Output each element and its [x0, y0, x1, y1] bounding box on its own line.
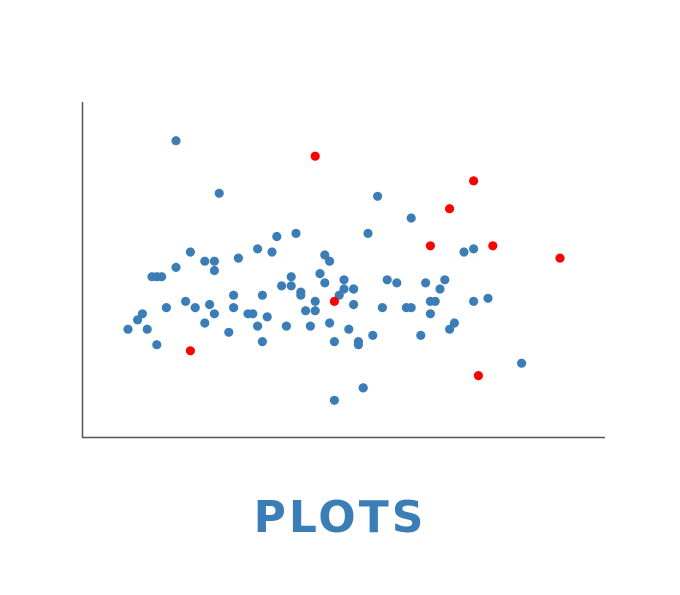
outlier-point-1	[310, 151, 320, 161]
data-point-17	[209, 256, 219, 266]
data-point-37	[286, 272, 296, 282]
data-point-8	[161, 303, 171, 313]
outlier-point-4	[445, 204, 455, 214]
data-point-21	[224, 327, 234, 337]
data-point-79	[445, 324, 455, 334]
data-point-47	[320, 250, 330, 260]
data-point-81	[459, 247, 469, 257]
data-point-57	[349, 299, 359, 310]
data-point-68	[392, 278, 402, 288]
outlier-point-2	[329, 296, 339, 306]
data-point-40	[296, 290, 306, 300]
data-point-70	[406, 213, 416, 223]
data-point-51	[329, 395, 339, 405]
data-point-14	[200, 256, 210, 266]
data-point-73	[421, 278, 431, 288]
plots-caption: PLOTS	[253, 492, 427, 543]
data-point-16	[205, 299, 215, 310]
data-point-71	[406, 303, 416, 313]
data-point-26	[248, 309, 258, 319]
data-point-80	[449, 318, 459, 328]
data-point-20	[214, 188, 224, 198]
data-point-3	[142, 324, 152, 334]
data-point-43	[310, 306, 320, 316]
data-point-13	[190, 303, 200, 313]
data-point-10	[171, 136, 181, 146]
data-point-62	[358, 383, 368, 393]
data-point-46	[320, 278, 330, 288]
data-point-15	[200, 318, 210, 328]
data-point-35	[281, 321, 291, 331]
data-point-32	[267, 247, 277, 257]
scatter-chart	[81, 102, 605, 439]
data-point-60	[353, 337, 363, 347]
data-point-66	[377, 303, 387, 313]
data-point-31	[262, 312, 272, 322]
data-point-12	[185, 247, 195, 257]
data-point-78	[440, 275, 450, 285]
data-point-29	[257, 337, 267, 347]
outlier-point-8	[555, 253, 565, 263]
data-point-27	[253, 321, 263, 331]
outlier-point-3	[425, 241, 435, 251]
data-point-7	[157, 272, 167, 282]
data-point-24	[233, 253, 243, 263]
data-points	[123, 136, 565, 405]
data-point-2	[137, 309, 147, 319]
data-point-52	[334, 290, 344, 300]
data-point-36	[286, 281, 296, 291]
data-point-33	[272, 231, 282, 242]
data-point-0	[123, 324, 133, 334]
data-point-19	[209, 309, 219, 319]
data-point-28	[253, 244, 263, 254]
data-point-83	[469, 296, 479, 306]
data-point-85	[517, 358, 527, 368]
data-point-54	[339, 284, 349, 294]
data-point-48	[325, 318, 335, 328]
data-point-84	[483, 293, 493, 303]
data-point-76	[430, 296, 440, 306]
data-point-22	[229, 290, 239, 300]
data-point-65	[373, 191, 383, 201]
data-point-82	[469, 244, 479, 254]
data-point-41	[301, 306, 311, 316]
outlier-point-5	[469, 176, 479, 186]
data-point-45	[315, 269, 325, 279]
data-point-18	[209, 265, 219, 276]
data-point-67	[382, 275, 392, 285]
data-point-23	[229, 303, 239, 313]
data-point-77	[435, 284, 445, 294]
data-point-34	[277, 281, 287, 291]
data-point-44	[310, 296, 320, 306]
outlier-point-0	[185, 346, 195, 356]
data-point-11	[181, 296, 191, 306]
data-point-64	[368, 330, 378, 340]
outlier-point-7	[488, 241, 498, 251]
data-point-42	[305, 321, 315, 331]
data-point-72	[416, 330, 426, 340]
data-point-63	[363, 228, 373, 238]
axes	[81, 102, 605, 439]
data-point-9	[171, 262, 181, 272]
data-point-49	[325, 256, 335, 266]
data-point-5	[152, 340, 162, 350]
data-point-50	[329, 337, 339, 347]
outlier-point-6	[473, 371, 483, 381]
data-point-53	[339, 275, 349, 285]
data-point-75	[425, 309, 435, 319]
data-point-58	[349, 284, 359, 294]
data-point-30	[257, 290, 267, 300]
data-point-38	[291, 228, 301, 238]
data-point-55	[344, 324, 354, 334]
